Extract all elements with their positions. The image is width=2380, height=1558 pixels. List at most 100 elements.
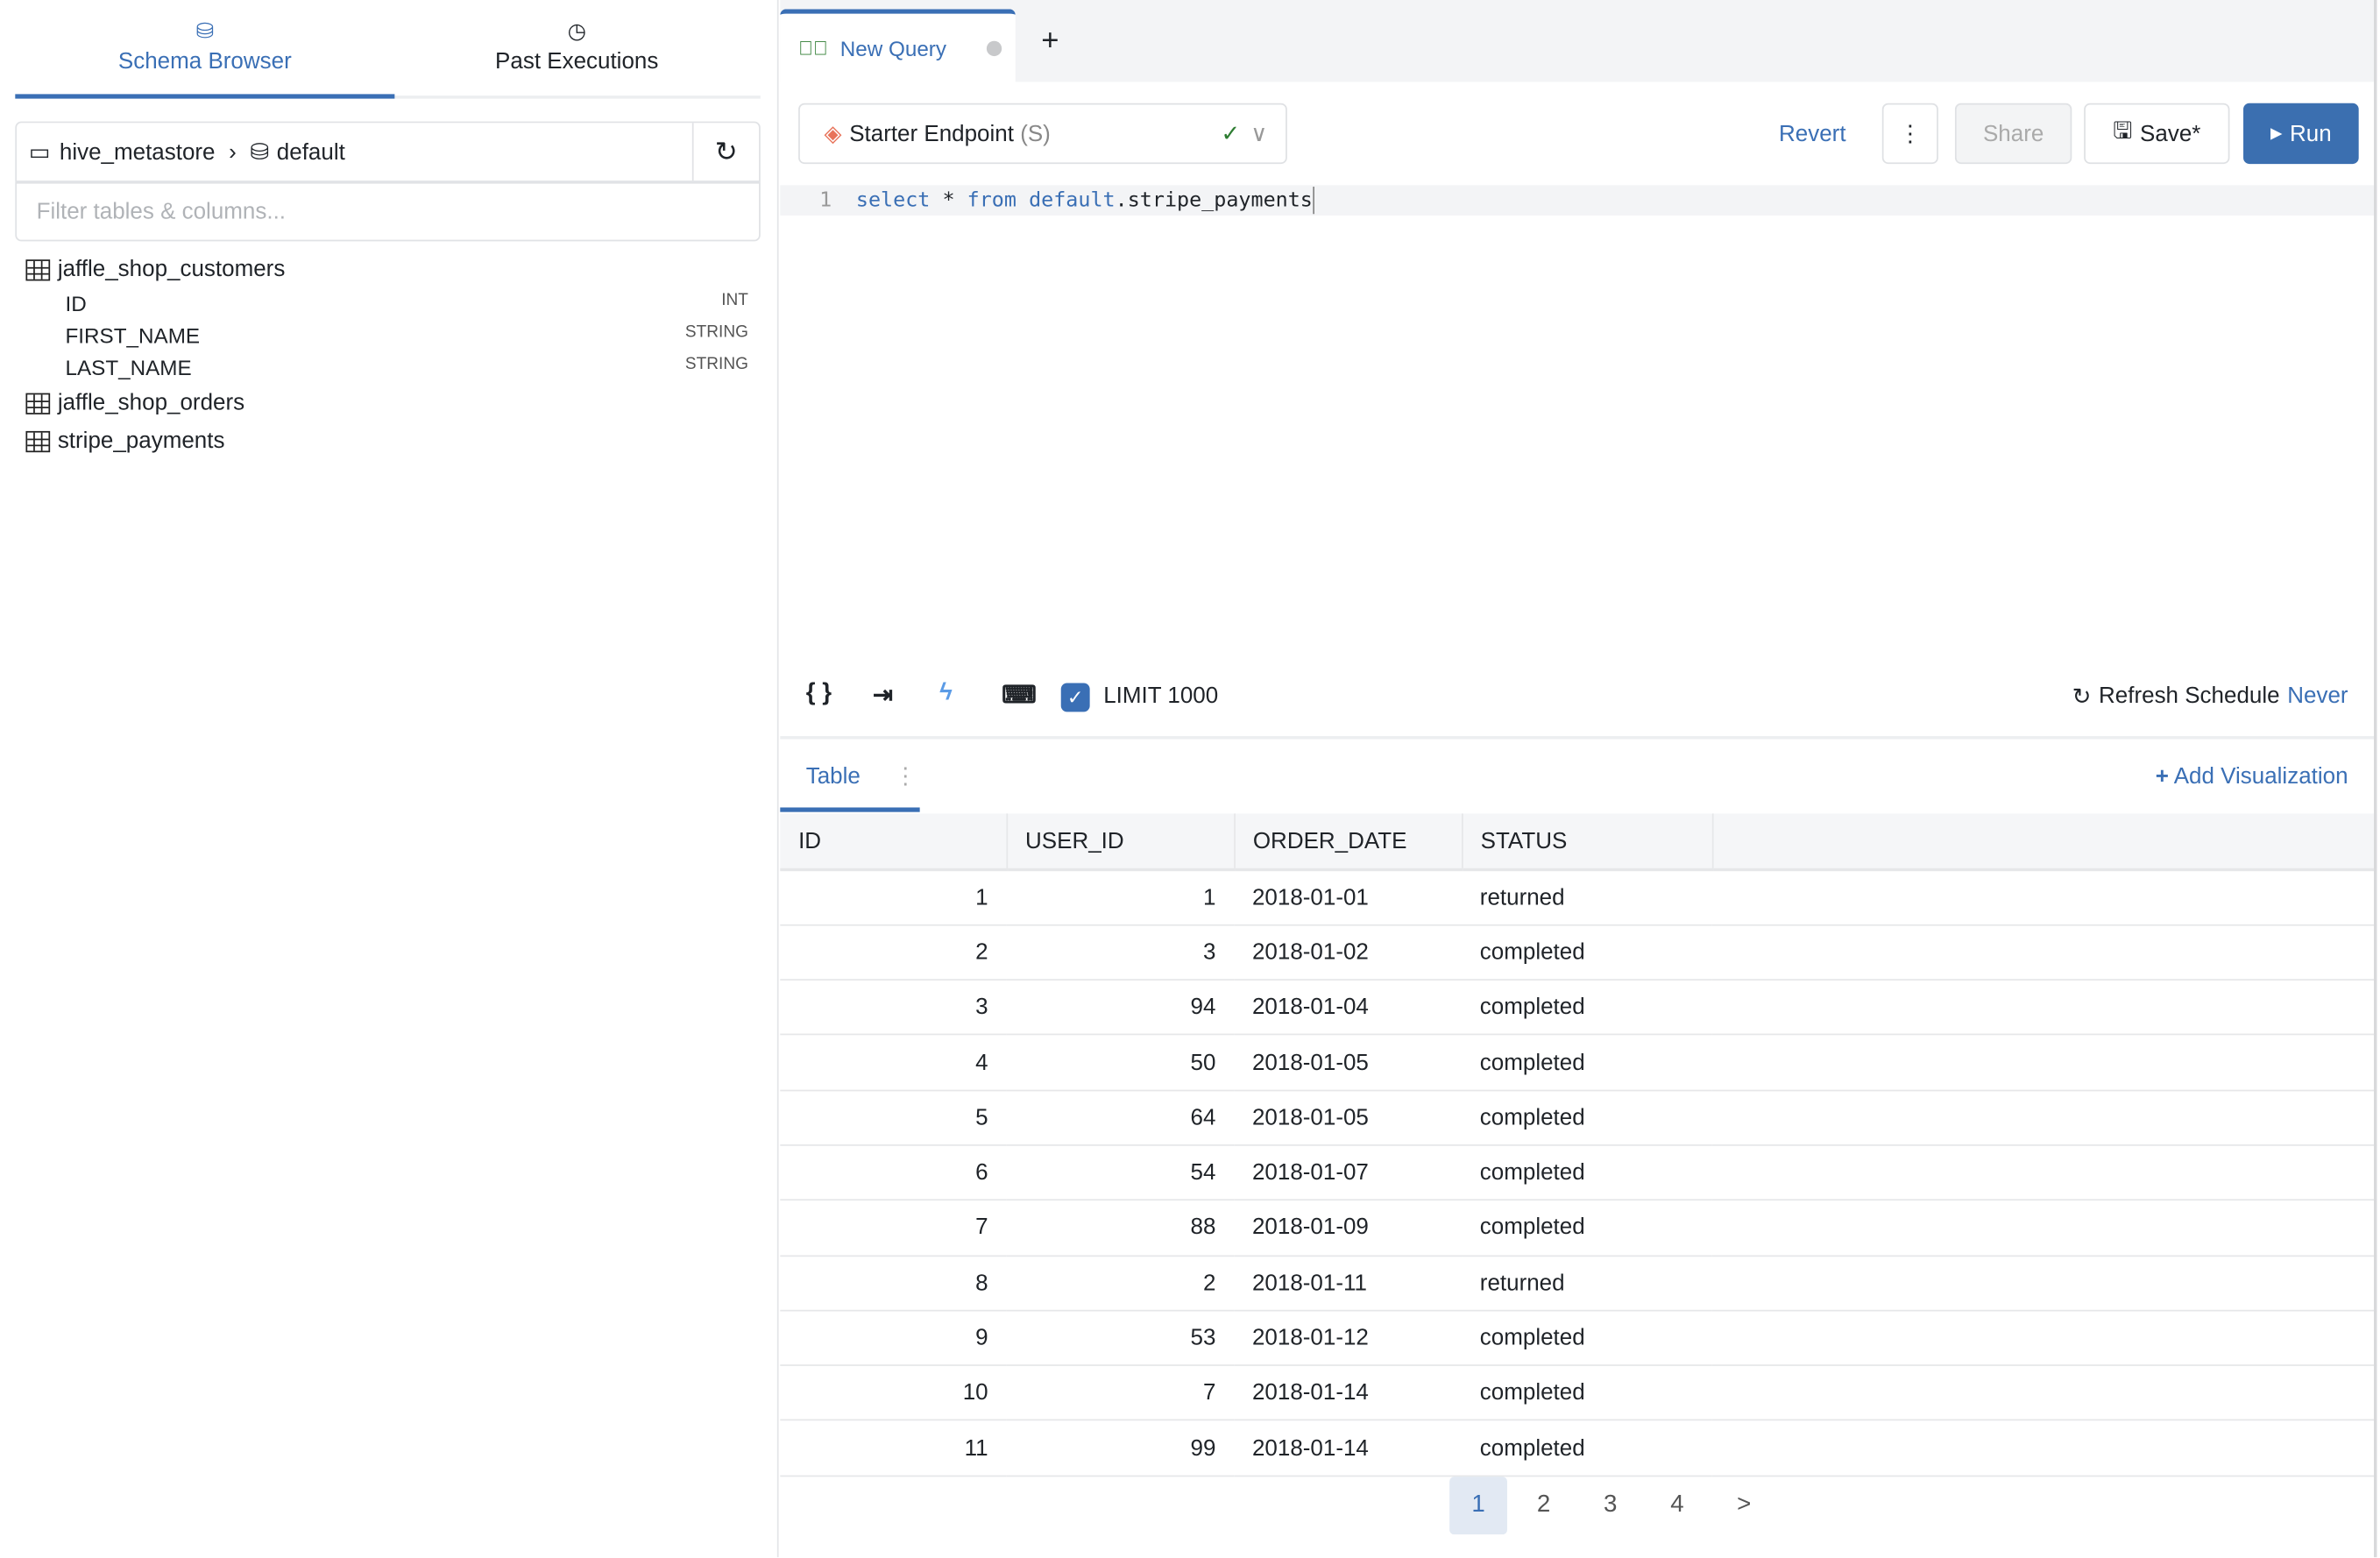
limit-checkbox[interactable]: ✓ <box>1060 683 1090 712</box>
lightning-icon[interactable]: ϟ <box>939 679 953 706</box>
table-cell: 2018-01-09 <box>1234 1200 1463 1257</box>
active-tab-indicator <box>780 807 920 812</box>
table-cell-filler <box>1711 1035 2377 1091</box>
scrollbar[interactable] <box>2374 0 2377 1558</box>
table-cell-filler <box>1711 1144 2377 1201</box>
column-header[interactable]: ID <box>780 813 1008 872</box>
run-button[interactable]: ▶ Run <box>2243 103 2359 165</box>
table-cell: completed <box>1462 1420 1712 1477</box>
table-item[interactable]: jaffle_shop_customers <box>25 257 754 282</box>
add-visualization-button[interactable]: + Add Visualization <box>2155 763 2348 790</box>
save-button[interactable]: 🖫 Save* <box>2084 103 2230 165</box>
tab-schema-browser[interactable]: ⛁ Schema Browser <box>15 18 394 74</box>
table-cell: 2018-01-01 <box>1234 869 1463 926</box>
revert-button[interactable]: Revert <box>1779 121 1846 148</box>
results-table: ID USER_ID ORDER_DATE STATUS 1 1 2018-01-01 re… <box>780 813 2377 1477</box>
play-icon: ▶ <box>2270 124 2283 142</box>
page-button[interactable]: 1 <box>1449 1477 1507 1535</box>
query-tab-bar <box>780 0 2377 82</box>
column-header[interactable]: USER_ID <box>1006 813 1236 872</box>
table-row: 8 2 2018-01-11 returned <box>780 1255 2377 1312</box>
table-cell: 50 <box>1006 1035 1235 1091</box>
table-row: 11 99 2018-01-14 completed <box>780 1420 2377 1477</box>
unsaved-dot-icon <box>986 39 1002 56</box>
column-item[interactable]: LAST_NAME STRING <box>65 355 747 379</box>
tab-table[interactable]: Table <box>805 763 861 790</box>
table-cell: 7 <box>780 1200 1007 1257</box>
column-name: FIRST_NAME <box>65 322 201 348</box>
table-cell: 2 <box>1006 1255 1235 1312</box>
table-item[interactable]: stripe_payments <box>25 428 754 454</box>
sql-editor[interactable]: 1 select * from default .stripe_payments <box>780 185 2377 216</box>
tab-new-query[interactable]: ✓⃝ New Query <box>780 9 1016 82</box>
tab-menu-icon[interactable]: ⋮ <box>894 763 917 790</box>
catalog-icon: ▭ <box>28 139 51 166</box>
table-cell: 2018-01-12 <box>1234 1310 1463 1367</box>
table-cell: 11 <box>780 1420 1007 1477</box>
filter-input[interactable] <box>15 181 761 242</box>
share-button[interactable]: Share <box>1954 103 2072 165</box>
database-icon: ⛁ <box>195 18 214 43</box>
column-header[interactable]: STATUS <box>1462 813 1713 872</box>
page-button[interactable]: 3 <box>1604 1491 1618 1519</box>
refresh-schedule[interactable]: ↻ Refresh Schedule Never <box>2072 683 2348 711</box>
status-ok-icon: ✓ <box>1221 121 1241 148</box>
page-button[interactable]: 2 <box>1536 1491 1551 1519</box>
table-cell: returned <box>1462 1255 1712 1312</box>
column-header[interactable]: ORDER_DATE <box>1234 813 1463 872</box>
refresh-icon: ↻ <box>2072 684 2092 711</box>
table-item[interactable]: jaffle_shop_orders <box>25 390 754 416</box>
table-cell: 88 <box>1006 1200 1235 1257</box>
refresh-button[interactable]: ↻ <box>691 123 759 181</box>
table-row: 4 50 2018-01-05 completed <box>780 1035 2377 1091</box>
table-cell: completed <box>1462 980 1712 1036</box>
table-cell: 2018-01-05 <box>1234 1089 1463 1146</box>
indent-icon[interactable]: ⇥ <box>872 683 894 709</box>
table-cell: 2018-01-14 <box>1234 1420 1463 1477</box>
database-icon: ⛁ <box>250 139 270 166</box>
column-name: LAST_NAME <box>65 355 192 380</box>
table-cell: 5 <box>780 1089 1007 1146</box>
table-name: jaffle_shop_customers <box>57 256 286 283</box>
page-button[interactable]: 4 <box>1670 1491 1684 1519</box>
table-icon <box>25 430 51 452</box>
column-header-filler <box>1711 813 2377 872</box>
next-page-button[interactable]: > <box>1737 1491 1752 1519</box>
catalog-name[interactable]: hive_metastore <box>59 138 216 165</box>
tab-past-executions[interactable]: ◷ Past Executions <box>387 18 767 74</box>
more-options-button[interactable]: ⋮ <box>1881 103 1938 165</box>
table-cell: 94 <box>1006 980 1235 1036</box>
table-cell: completed <box>1462 1310 1712 1367</box>
table-cell: 2018-01-05 <box>1234 1035 1463 1091</box>
table-cell-filler <box>1711 869 2377 926</box>
chevron-right-icon: › <box>229 138 237 165</box>
check-circle-icon: ✓⃝ <box>798 36 828 60</box>
schema-panel: ⛁ Schema Browser ◷ Past Executions ▭ hive_… <box>0 0 779 1558</box>
column-item[interactable]: FIRST_NAME STRING <box>65 323 747 348</box>
format-braces-icon[interactable]: { } <box>805 679 832 706</box>
table-icon <box>25 392 51 414</box>
table-cell-filler <box>1711 1089 2377 1146</box>
table-cell: 99 <box>1006 1420 1235 1477</box>
table-row: 5 64 2018-01-05 completed <box>780 1089 2377 1146</box>
table-cell: returned <box>1462 869 1712 926</box>
table-cell: 4 <box>780 1035 1007 1091</box>
table-cell: 1 <box>1006 869 1235 926</box>
endpoint-select[interactable]: ◈ Starter Endpoint (S) ✓ ∨ <box>798 103 1287 165</box>
divider <box>780 736 2377 740</box>
active-tab-indicator <box>15 94 395 99</box>
refresh-schedule-value[interactable]: Never <box>2287 683 2348 709</box>
table-cell: 10 <box>780 1365 1007 1422</box>
keyboard-icon[interactable]: ⌨ <box>1002 683 1038 709</box>
add-tab-button[interactable]: + <box>1041 24 1059 58</box>
table-cell-filler <box>1711 1365 2377 1422</box>
table-row: 1 1 2018-01-01 returned <box>780 869 2377 926</box>
column-type: STRING <box>684 355 748 374</box>
table-row: 2 3 2018-01-02 completed <box>780 924 2377 981</box>
plus-icon: + <box>2155 763 2169 790</box>
table-row: 9 53 2018-01-12 completed <box>780 1310 2377 1367</box>
schema-name[interactable]: default <box>276 138 345 165</box>
column-item[interactable]: ID INT <box>65 292 747 316</box>
table-cell-filler <box>1711 1420 2377 1477</box>
table-cell: 53 <box>1006 1310 1235 1367</box>
